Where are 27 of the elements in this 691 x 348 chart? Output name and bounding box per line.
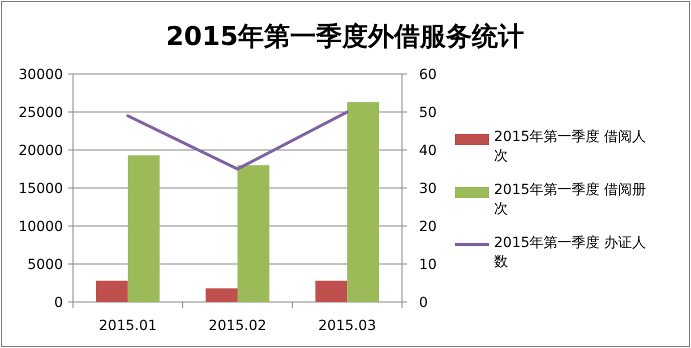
bar xyxy=(96,280,128,302)
y-tick-label: 0 xyxy=(54,295,63,311)
legend-label: 2015年第一季度 办证人数 xyxy=(494,234,648,272)
y-tick-label: 15000 xyxy=(18,181,63,197)
x-tick-label: 2015.02 xyxy=(208,318,266,334)
y-tick-label: 5000 xyxy=(27,257,63,273)
bar xyxy=(347,102,379,302)
legend-label: 2015年第一季度 借阅人次 xyxy=(494,128,648,166)
y2-tick-label: 10 xyxy=(419,257,437,273)
y2-tick-label: 30 xyxy=(419,181,437,197)
bar xyxy=(128,155,160,302)
chart-title: 2015年第一季度外借服务统计 xyxy=(166,22,524,52)
x-tick-label: 2015.03 xyxy=(318,318,376,334)
y-tick-label: 10000 xyxy=(18,219,63,235)
y2-tick-label: 60 xyxy=(419,67,437,83)
bar xyxy=(315,280,348,302)
y-tick-label: 30000 xyxy=(18,67,63,83)
y2-tick-label: 40 xyxy=(419,143,437,159)
bar xyxy=(238,165,270,302)
y2-tick-label: 50 xyxy=(419,105,437,121)
x-tick-label: 2015.01 xyxy=(98,318,157,334)
y-tick-label: 25000 xyxy=(18,105,63,121)
y-tick-label: 20000 xyxy=(18,143,63,159)
bar xyxy=(206,288,238,302)
y2-tick-label: 20 xyxy=(419,219,437,235)
legend-label: 2015年第一季度 借阅册次 xyxy=(494,181,648,219)
y2-tick-label: 0 xyxy=(419,295,428,311)
